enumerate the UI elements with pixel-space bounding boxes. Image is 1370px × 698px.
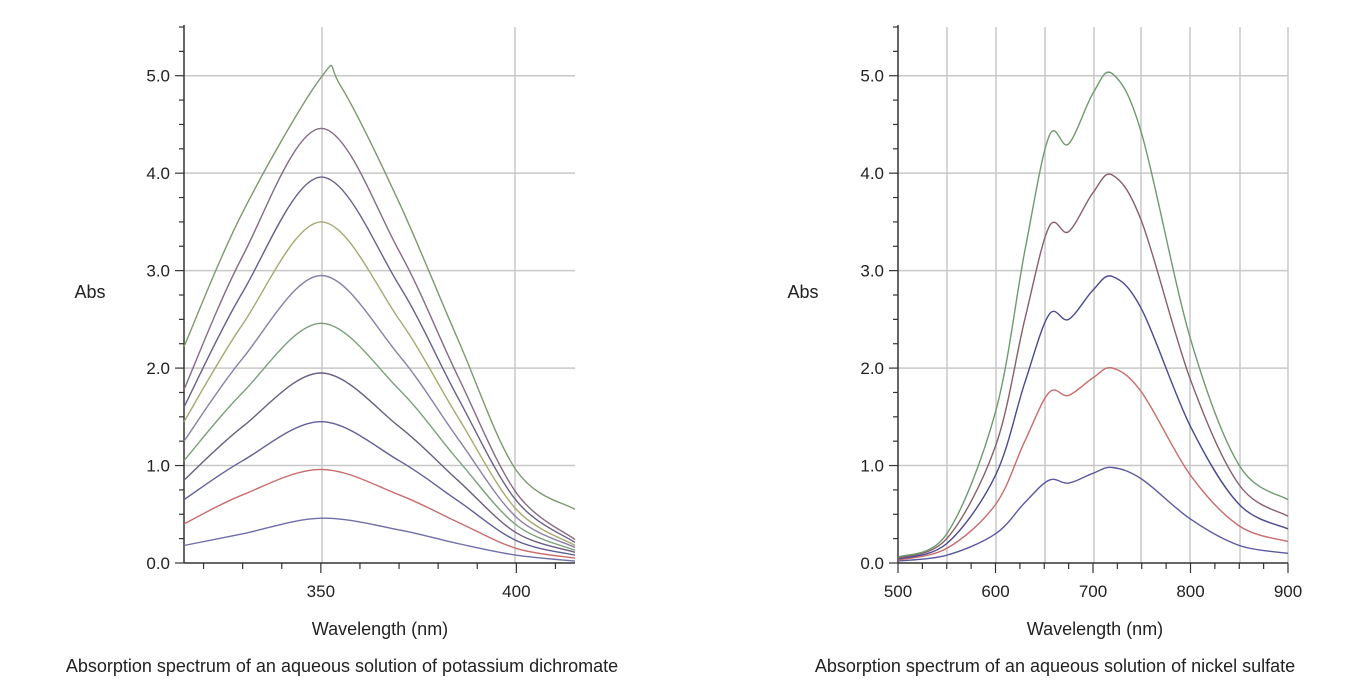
chart-caption: Absorption spectrum of an aqueous soluti… [66, 656, 618, 676]
y-tick-label: 5.0 [146, 67, 170, 86]
series-line-3 [183, 420, 576, 556]
y-axis-title: Abs [787, 282, 818, 302]
x-tick-label: 350 [307, 582, 335, 601]
series-line-8 [183, 176, 576, 544]
y-tick-label: 2.0 [860, 359, 884, 378]
series-line-4 [897, 173, 1289, 559]
series-line-7 [183, 221, 576, 547]
series-line-2 [897, 366, 1289, 561]
y-tick-label: 0.0 [860, 554, 884, 573]
y-tick-label: 1.0 [860, 457, 884, 476]
series-line-5 [183, 322, 576, 551]
y-tick-label: 4.0 [860, 164, 884, 183]
x-tick-label: 600 [981, 582, 1009, 601]
y-tick-label: 5.0 [860, 67, 884, 86]
series-line-6 [183, 274, 576, 549]
series-line-1 [897, 466, 1289, 562]
y-tick-label: 4.0 [146, 164, 170, 183]
y-tick-label: 3.0 [860, 262, 884, 281]
x-axis-title: Wavelength (nm) [1027, 619, 1163, 639]
chart-2: 0.0 1.0 2.0 3.0 4.0 5.0 500 600 700 800 900 Abs Wave… [787, 25, 1302, 676]
y-tick-label: 1.0 [146, 457, 170, 476]
y-axis-title: Abs [74, 282, 105, 302]
x-tick-label: 500 [884, 582, 912, 601]
y-tick-label: 2.0 [146, 359, 170, 378]
y-tick-label: 3.0 [146, 262, 170, 281]
x-tick-label: 700 [1079, 582, 1107, 601]
chart-caption: Absorption spectrum of an aqueous soluti… [815, 656, 1295, 676]
series-line-9 [183, 127, 576, 541]
series-line-5 [897, 71, 1289, 558]
chart-1: 0.0 1.0 2.0 3.0 4.0 5.0 350 400 Abs Wavelength (n… [66, 25, 618, 676]
y-tick-label: 0.0 [146, 554, 170, 573]
x-tick-label: 800 [1176, 582, 1204, 601]
series-line-10 [183, 64, 576, 510]
x-tick-label: 400 [502, 582, 530, 601]
x-axis-title: Wavelength (nm) [312, 619, 448, 639]
series-line-4 [183, 372, 576, 553]
x-tick-label: 900 [1274, 582, 1302, 601]
series-line-3 [897, 275, 1289, 560]
series-line-2 [183, 468, 576, 559]
series-line-1 [183, 517, 576, 562]
